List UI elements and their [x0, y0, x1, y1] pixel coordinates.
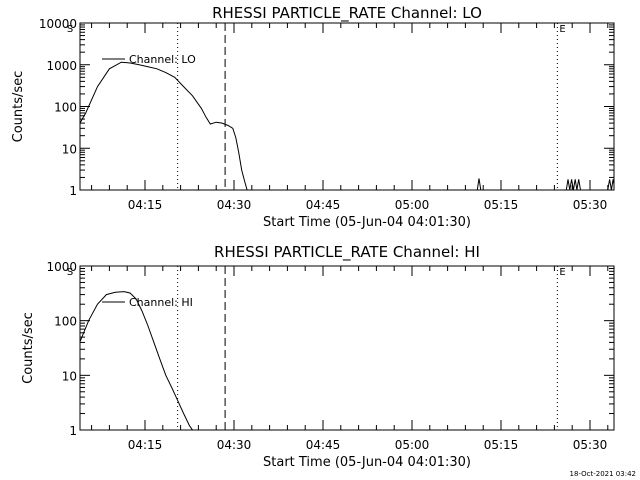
y-tick-label: 1 — [69, 184, 77, 198]
x-tick-label: 05:00 — [395, 198, 430, 212]
chart-title: RHESSI PARTICLE_RATE Channel: HI — [214, 243, 480, 262]
plot-frame — [79, 22, 615, 191]
y-tick-label: 1000 — [46, 260, 77, 274]
timestamp: 18-Oct-2021 03:42 — [570, 470, 636, 478]
series-line-0 — [80, 61, 614, 190]
y-tick-label: 10 — [62, 369, 77, 383]
marker-label: E — [559, 24, 565, 35]
marker-label: S — [67, 24, 73, 35]
panel-lo: RHESSI PARTICLE_RATE Channel: LO 1 10 100 10… — [11, 4, 615, 230]
y-tick-label: 10 — [62, 142, 77, 156]
legend-label: Channel: HI — [129, 296, 193, 309]
y-tick-label: 100 — [54, 315, 77, 329]
x-tick-label: 05:30 — [573, 198, 608, 212]
x-tick-label: 04:30 — [217, 438, 252, 452]
marker-label: S — [67, 267, 73, 278]
x-tick-label: 04:30 — [217, 198, 252, 212]
marker-label: E — [559, 267, 565, 278]
y-tick-label: 10000 — [39, 17, 77, 31]
x-tick-label: 05:15 — [484, 438, 519, 452]
chart-title: RHESSI PARTICLE_RATE Channel: LO — [212, 4, 482, 23]
x-tick-label: 05:15 — [484, 198, 519, 212]
y-tick-label: 100 — [54, 101, 77, 115]
legend-label: Channel: LO — [129, 53, 196, 66]
x-tick-label: 04:45 — [306, 438, 341, 452]
x-tick-label: 04:15 — [128, 198, 163, 212]
y-axis-label: Counts/sec — [21, 312, 36, 384]
y-axis-label: Counts/sec — [11, 71, 26, 143]
x-tick-label: 05:00 — [395, 438, 430, 452]
x-tick-label: 04:15 — [128, 438, 163, 452]
x-axis-label: Start Time (05-Jun-04 04:01:30) — [263, 215, 471, 230]
y-tick-label: 1000 — [46, 59, 77, 73]
x-axis-label: Start Time (05-Jun-04 04:01:30) — [263, 455, 471, 470]
x-tick-label: 05:30 — [573, 438, 608, 452]
plot-frame — [79, 265, 615, 431]
panel-hi: RHESSI PARTICLE_RATE Channel: HI 1 10 100 10… — [21, 243, 615, 470]
y-tick-label: 1 — [69, 424, 77, 438]
x-tick-label: 04:45 — [306, 198, 341, 212]
series-line-0 — [80, 291, 193, 430]
